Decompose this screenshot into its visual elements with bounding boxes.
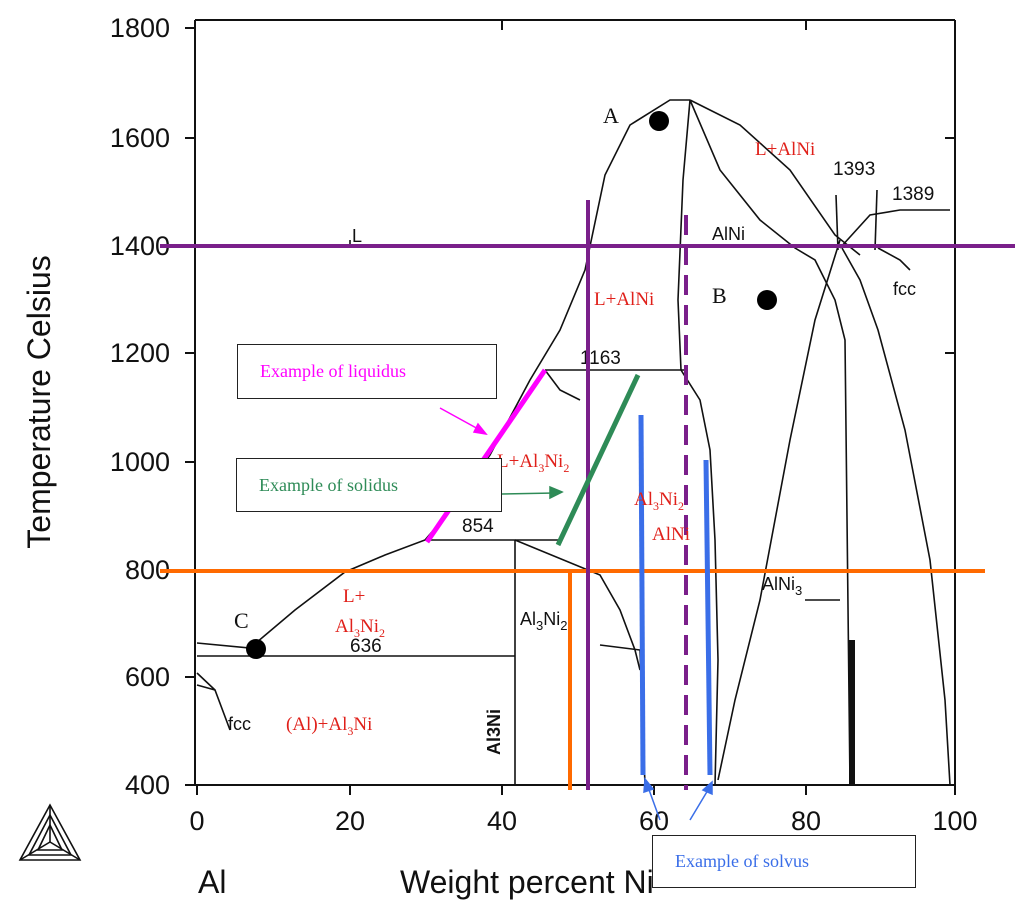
liquidus-callout: Example of liquidus [237,344,497,399]
point-c-marker [246,639,266,659]
red-label-lplus: L+ [343,586,365,607]
solvus-arrowhead-left [643,777,655,794]
solvus-arrowhead-right [701,780,713,796]
y-tick-1600: 1600 [110,123,170,153]
phase-fcc-right: fcc [893,279,916,299]
x-tick-100: 100 [932,806,977,836]
x-tick-0: 0 [189,806,204,836]
y-tick-600: 600 [125,662,170,692]
liquidus-highlight [424,368,548,544]
point-a: A [603,103,669,131]
point-b: B [712,283,777,310]
y-tick-400: 400 [125,770,170,800]
temp-1163: 1163 [580,348,621,369]
solvus-arrow-left [647,786,661,821]
element-al-label: Al [198,864,226,900]
solvus-callout: Example of solvus [652,835,916,888]
liquidus-callout-text: Example of liquidus [260,361,406,381]
red-label-l-alni-top: L+AlNi [755,139,815,160]
phase-alni3: AlNi3 [762,574,802,598]
y-tick-1400: 1400 [110,231,170,261]
callout-arrows [439,407,713,821]
liquidus-arrowhead [472,422,488,436]
y-tick-1000: 1000 [110,447,170,477]
y-tick-1800: 1800 [110,13,170,43]
point-c-label: C [234,608,249,633]
phase-boundaries [196,99,951,786]
x-tick-labels: 0 20 40 60 80 100 [189,806,977,836]
y-tick-labels: 1800 1600 1400 1200 1000 800 600 400 [110,13,170,800]
solvus-callout-text: Example of solvus [675,851,809,871]
plot-frame [194,19,956,786]
solidus-arrow [501,492,556,495]
triangle-logo-icon [18,803,82,861]
point-b-label: B [712,283,727,308]
red-label-l-al3ni2: L+Al3Ni2 [497,451,569,475]
temp-1393: 1393 [833,159,875,180]
x-tick-40: 40 [487,806,517,836]
phase-alni: AlNi [712,224,745,244]
x-axis-label: Weight percent Ni [400,864,654,900]
solvus-highlight-right [703,459,713,776]
solidus-callout: Example of solidus [236,458,502,512]
red-label-lplus-al3ni2: Al3Ni2 [335,616,385,640]
temp-1389: 1389 [892,184,934,205]
red-label-l-alni-mid: L+AlNi [594,289,654,310]
liquidus-arrow [439,407,481,431]
temp-636: 636 [350,636,382,657]
y-tick-1200: 1200 [110,338,170,368]
red-label-al3ni2-line1: Al3Ni2 [634,489,684,513]
red-label-al3ni2-line2: AlNi [652,524,690,545]
point-a-label: A [603,103,619,128]
x-tick-20: 20 [335,806,365,836]
solvus-arrow-right [689,789,709,821]
y-axis-label: Temperature Celsius [21,255,57,548]
point-b-marker [757,290,777,310]
phase-fcc-left: fcc [228,714,251,734]
phase-l: L [352,226,362,246]
point-a-marker [649,111,669,131]
red-label-al-al3ni: (Al)+Al3Ni [286,714,372,738]
annotation-lines [160,200,1015,790]
axis-ticks [185,20,956,795]
x-tick-60: 60 [639,806,669,836]
x-tick-80: 80 [791,806,821,836]
solvus-highlight-left [638,414,646,776]
phase-al3ni2: Al3Ni2 [520,609,567,633]
point-c: C [234,608,266,659]
solidus-highlight [555,373,641,547]
temp-854: 854 [462,516,494,537]
solidus-arrowhead [549,485,564,500]
solidus-callout-text: Example of solidus [259,474,398,495]
phase-al3ni: Al3Ni [484,709,504,755]
